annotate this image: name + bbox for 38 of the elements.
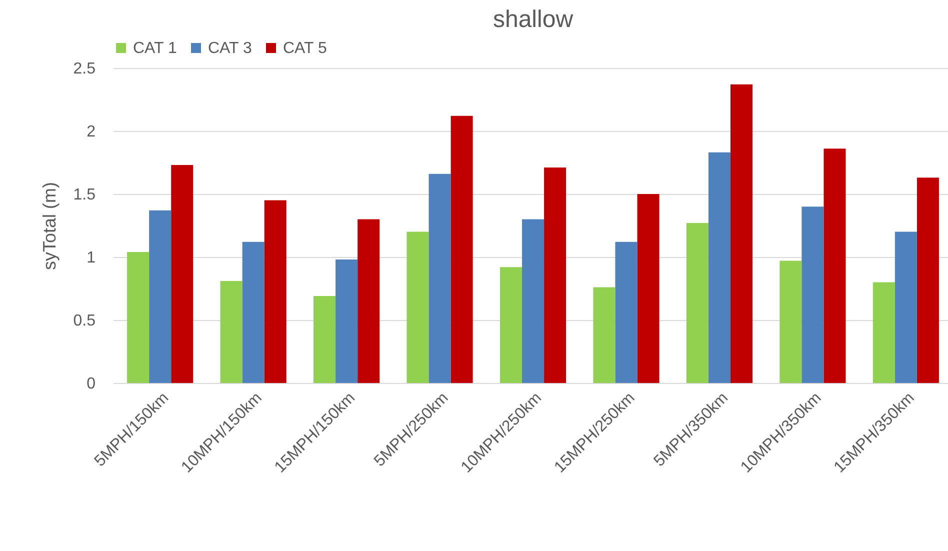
y-tick-label: 1 (86, 250, 96, 266)
bar (730, 84, 752, 383)
y-axis-title: syTotal (m) (39, 182, 60, 270)
bar (428, 174, 451, 383)
bar (242, 242, 264, 383)
bar (149, 210, 172, 383)
bar (127, 252, 150, 383)
bar (916, 178, 939, 383)
y-tick-label: 2 (86, 124, 96, 140)
legend-label: CAT 3 (208, 40, 252, 57)
bar (406, 232, 429, 383)
bar (450, 116, 473, 383)
bar (314, 296, 336, 383)
y-tick-label: 0.5 (73, 312, 96, 330)
bar (686, 222, 708, 383)
legend-label: CAT 5 (283, 40, 327, 57)
bar (358, 219, 380, 383)
y-tick-label: 2.5 (73, 60, 96, 78)
bar (802, 206, 824, 383)
bar (872, 282, 895, 383)
chart-title: shallow (492, 6, 574, 33)
bar (264, 200, 286, 383)
bar (637, 194, 660, 383)
bar (500, 267, 522, 383)
bar (780, 260, 802, 383)
legend-label: CAT 1 (133, 40, 177, 57)
bar (708, 152, 730, 383)
bar (171, 165, 194, 383)
y-tick-label: 0 (86, 376, 96, 392)
bar (544, 168, 566, 383)
bar (894, 232, 917, 383)
bar (522, 219, 544, 383)
y-tick-label: 1.5 (73, 186, 96, 204)
bar (593, 287, 616, 383)
bar (824, 148, 846, 383)
bar (336, 260, 358, 383)
bar (220, 280, 242, 383)
bar (615, 242, 638, 383)
